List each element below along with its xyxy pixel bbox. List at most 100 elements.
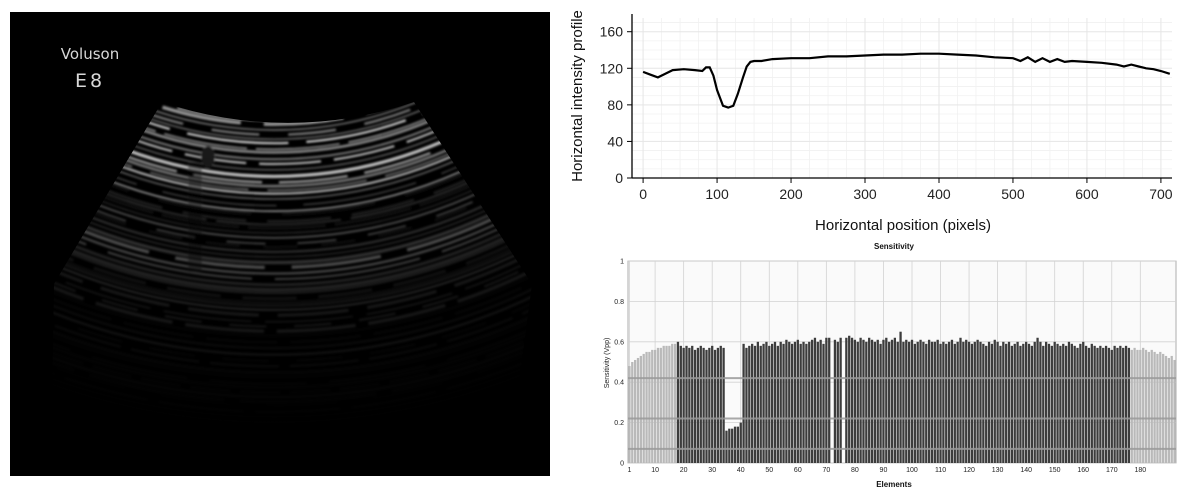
echo-band	[52, 102, 532, 226]
x-tick-label: 600	[1075, 186, 1099, 202]
echo-band	[52, 102, 532, 195]
echo-band	[52, 102, 532, 356]
x-tick-label: 500	[1001, 186, 1025, 202]
sensitivity-bar	[1144, 349, 1148, 463]
sensitivity-bar	[779, 341, 782, 463]
sensitivity-bar	[865, 341, 868, 463]
sensitivity-bar	[833, 339, 837, 463]
sensitivity-bar	[722, 347, 725, 463]
sensitivity-bar	[745, 347, 748, 463]
x-tick-label: 90	[880, 467, 888, 474]
echo-band	[52, 102, 532, 434]
sensitivity-bar	[1130, 349, 1133, 463]
sensitivity-bar	[999, 345, 1002, 463]
sensitivity-bar	[850, 337, 854, 463]
sensitivity-bar	[642, 353, 645, 463]
sensitivity-bar	[1093, 345, 1096, 463]
x-tick-label: 80	[851, 467, 859, 474]
sensitivity-bar	[1087, 347, 1091, 463]
echo-band	[52, 102, 532, 140]
echo-band	[52, 102, 532, 368]
sensitivity-bar	[1033, 341, 1036, 463]
sensitivity-bar	[1159, 351, 1162, 463]
echo-band	[52, 102, 532, 161]
sensitivity-y-axis-label: Sensitivity (Vpp)	[604, 338, 611, 389]
sensitivity-bar	[910, 339, 914, 463]
echo-band	[52, 102, 532, 287]
sensitivity-bar	[673, 343, 677, 463]
sensitivity-bar	[756, 341, 759, 463]
y-tick-label: 0.8	[614, 299, 624, 306]
echo-band	[52, 102, 532, 295]
sensitivity-bar	[970, 343, 974, 463]
sensitivity-bar	[916, 341, 919, 463]
sensitivity-bar	[768, 345, 771, 463]
y-tick-label: 0.6	[614, 339, 624, 346]
sensitivity-bar	[696, 347, 700, 463]
x-tick-label: 0	[639, 186, 647, 202]
echo-band	[52, 102, 532, 265]
sensitivity-bar	[859, 337, 862, 463]
model-label: E8	[75, 70, 105, 92]
x-tick-label: 200	[779, 186, 803, 202]
echo-band	[52, 102, 532, 127]
sensitivity-bar	[973, 341, 976, 463]
sensitivity-bar	[653, 349, 657, 463]
sensitivity-bar	[639, 355, 642, 463]
sensitivity-bar	[1047, 343, 1051, 463]
sensitivity-bar	[1156, 353, 1159, 463]
sensitivity-bar	[1082, 341, 1085, 463]
x-tick-label: 40	[737, 467, 745, 474]
sensitivity-bar	[1133, 347, 1136, 463]
sensitivity-bar	[987, 341, 991, 463]
sensitivity-bar	[793, 341, 797, 463]
x-tick-label: 120	[963, 467, 975, 474]
brand-label: Voluson	[61, 45, 119, 63]
sensitivity-bar	[628, 366, 631, 463]
sensitivity-bar	[753, 345, 757, 463]
sensitivity-bar	[1153, 351, 1156, 463]
sensitivity-bar	[907, 341, 911, 463]
echo-band	[52, 102, 532, 154]
sensitivity-bar	[1073, 345, 1076, 463]
sensitivity-bar	[773, 341, 777, 463]
sensitivity-bar	[976, 339, 979, 463]
sensitivity-bar	[939, 343, 942, 463]
sensitivity-bar	[825, 337, 828, 463]
profile-x-axis-label: Horizontal position (pixels)	[815, 217, 991, 234]
y-tick-label: 0	[620, 461, 624, 468]
sensitivity-bar	[902, 341, 905, 463]
echo-band	[52, 102, 532, 292]
sensitivity-bar	[736, 426, 740, 463]
sensitivity-bar	[816, 341, 819, 463]
profile-grid	[632, 18, 1172, 179]
y-tick-label: 1	[620, 259, 624, 266]
sensitivity-bar	[691, 345, 694, 463]
sensitivity-bar	[1044, 341, 1048, 463]
sensitivity-bar	[933, 341, 936, 463]
sensitivity-bar	[1096, 347, 1099, 463]
ultrasound-image: Voluson E8	[10, 12, 550, 476]
echo-band	[52, 102, 532, 414]
sensitivity-bar	[1067, 341, 1071, 463]
sensitivity-bar	[890, 339, 894, 463]
echo-band	[52, 102, 532, 407]
sensitivity-bar	[905, 339, 908, 463]
sensitivity-bar	[947, 341, 951, 463]
sensitivity-bar	[648, 351, 651, 463]
echo-band	[52, 102, 532, 394]
sensitivity-grid	[627, 260, 1177, 464]
sensitivity-bar	[862, 339, 865, 463]
sensitivity-bar	[896, 341, 899, 463]
sensitivity-x-axis-label: Elements	[876, 480, 912, 489]
sensitivity-bar	[713, 349, 717, 463]
echo-band	[52, 102, 532, 337]
x-tick-label: 180	[1134, 467, 1146, 474]
x-tick-label: 130	[992, 467, 1004, 474]
sensitivity-bar	[1116, 347, 1119, 463]
echo-band	[52, 102, 532, 275]
sensitivity-bar	[1104, 345, 1108, 463]
echo-band	[52, 102, 532, 213]
sensitivity-reference-lines	[628, 377, 1176, 450]
sensitivity-bar	[828, 337, 831, 463]
